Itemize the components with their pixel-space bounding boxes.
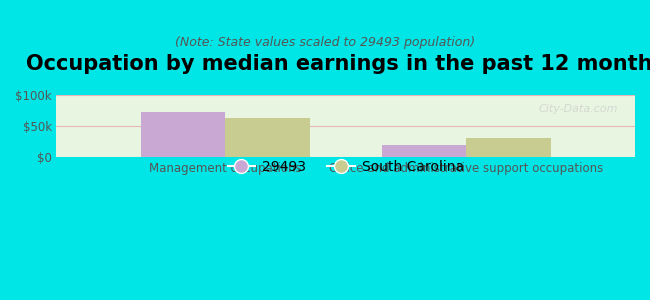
Title: Occupation by median earnings in the past 12 months: Occupation by median earnings in the pas… (26, 54, 650, 74)
Bar (466, 138, 551, 157)
Bar (225, 118, 309, 157)
Bar (141, 112, 225, 157)
Legend: 29493, South Carolina: 29493, South Carolina (222, 155, 469, 180)
Bar (382, 145, 466, 157)
Text: (Note: State values scaled to 29493 population): (Note: State values scaled to 29493 popu… (175, 36, 475, 49)
Text: City-Data.com: City-Data.com (538, 104, 617, 114)
